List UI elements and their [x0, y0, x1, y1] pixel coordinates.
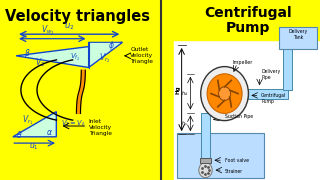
Text: Foot valve: Foot valve: [225, 158, 249, 163]
Text: Delivery
Pipe: Delivery Pipe: [261, 69, 280, 80]
Bar: [177, 133, 264, 178]
Text: $V_{f_2}$: $V_{f_2}$: [70, 52, 81, 63]
Text: $h_d$: $h_d$: [181, 89, 188, 98]
Text: Impeller: Impeller: [233, 60, 253, 65]
Text: $h_s$: $h_s$: [181, 119, 188, 128]
Text: Suction Pipe: Suction Pipe: [225, 114, 253, 119]
Text: $V_{r_1}$: $V_{r_1}$: [22, 114, 33, 127]
Circle shape: [219, 87, 231, 100]
Bar: [201, 112, 210, 158]
Circle shape: [199, 163, 212, 178]
Bar: [279, 27, 317, 49]
Text: Velocity triangles: Velocity triangles: [5, 9, 150, 24]
Text: $V_1=V_{f_1}$: $V_1=V_{f_1}$: [61, 119, 87, 130]
Bar: [174, 40, 320, 180]
Circle shape: [201, 67, 248, 121]
Text: Strainer: Strainer: [225, 169, 243, 174]
Text: Outlet
Velocity
Triangle: Outlet Velocity Triangle: [130, 47, 154, 64]
Text: Hg: Hg: [175, 86, 180, 94]
Text: $u_1$: $u_1$: [29, 141, 39, 152]
Text: $\theta$: $\theta$: [16, 129, 23, 140]
Text: Delivery
Tank: Delivery Tank: [288, 29, 307, 40]
Text: $V_{w_2}$: $V_{w_2}$: [42, 23, 55, 37]
Polygon shape: [16, 42, 122, 68]
Text: $\beta$: $\beta$: [24, 48, 31, 60]
Bar: [248, 89, 288, 99]
Text: $\phi$: $\phi$: [108, 39, 115, 52]
Bar: [284, 27, 292, 90]
Text: Inlet
Velocity
Triangle: Inlet Velocity Triangle: [89, 119, 112, 136]
Bar: [161, 0, 320, 40]
Polygon shape: [13, 112, 56, 137]
Text: $V_{r_2}$: $V_{r_2}$: [99, 52, 110, 65]
Text: $u_2$: $u_2$: [64, 22, 75, 32]
Polygon shape: [76, 70, 85, 113]
Text: Centrifugal
Pump: Centrifugal Pump: [204, 6, 292, 35]
Text: $V_2$: $V_2$: [35, 57, 45, 69]
Bar: [0, 0, 161, 32]
Text: $\alpha$: $\alpha$: [46, 128, 53, 137]
Text: Centrifugal
Pump: Centrifugal Pump: [261, 93, 286, 104]
Bar: [200, 158, 211, 163]
Polygon shape: [89, 42, 122, 68]
Circle shape: [207, 74, 242, 113]
